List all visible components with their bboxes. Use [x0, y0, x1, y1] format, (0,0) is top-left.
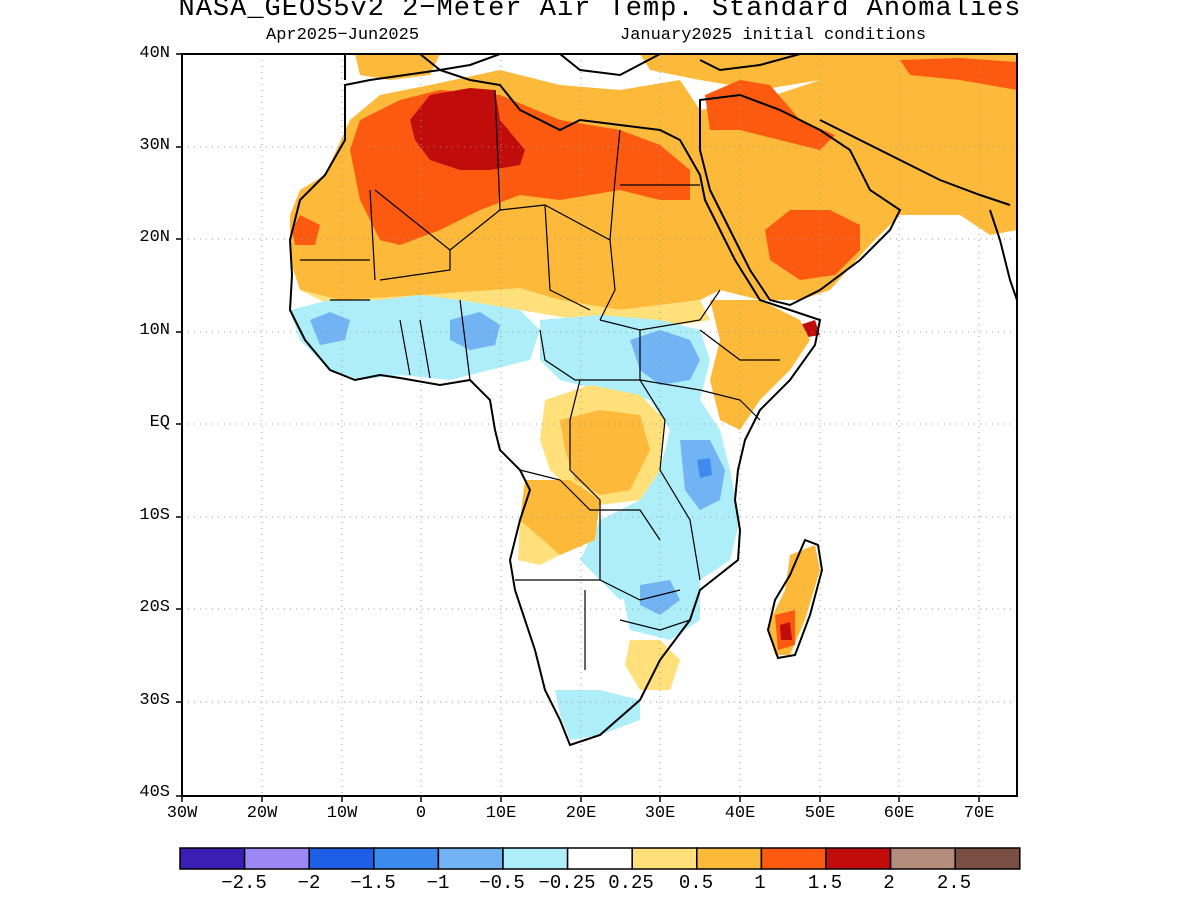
graticule [182, 54, 1017, 796]
colorbar-swatch [373, 847, 440, 870]
colorbar-label: 0.25 [608, 872, 654, 894]
lat-tick-label: 20N [139, 228, 170, 247]
colorbar-swatch [889, 847, 956, 870]
lon-tick-label: 30W [166, 804, 198, 823]
lat-tick-label: 30S [139, 691, 170, 710]
colorbar-swatch [308, 847, 375, 870]
lon-tick-label: 40E [724, 804, 756, 823]
warm-congo [560, 410, 650, 495]
strong-warm-west [292, 215, 320, 245]
arabia-coastline [699, 93, 902, 307]
colorbar-label: 0.5 [678, 872, 714, 894]
strong-warm-persia [900, 58, 1017, 90]
cool-cape [555, 690, 640, 740]
europe-coastline [344, 54, 801, 80]
lat-tick-label: 20S [139, 598, 170, 617]
cool-south-sudan-core [630, 330, 700, 385]
mild-warm-angola [518, 520, 560, 565]
forecast-period: Apr2025−Jun2025 [266, 26, 420, 45]
warm-south-africa [625, 640, 680, 690]
colorbar-label: −1 [426, 872, 450, 894]
colorbar-label: −2 [297, 872, 321, 894]
lon-tick-label: 20W [246, 804, 278, 823]
colorbar-swatch [760, 847, 827, 870]
madagascar-coastline [766, 538, 824, 660]
colorbar-label: 2 [883, 872, 895, 894]
colorbar-label: 1 [754, 872, 766, 894]
cool-zimbabwe-core [640, 580, 680, 615]
colorbar-swatch [825, 847, 892, 870]
india-coastline [989, 209, 1017, 301]
colorbar [179, 847, 1021, 870]
colorbar-label: −0.25 [538, 872, 596, 894]
strong-warm-levant [705, 80, 835, 150]
colorbar-swatch [502, 847, 569, 870]
persia-coastline [819, 119, 1011, 206]
lat-tick-label: 40N [139, 44, 170, 63]
lon-tick-label: 50E [804, 804, 836, 823]
initial-conditions: January2025 initial conditions [620, 26, 927, 45]
colorbar-swatch [954, 847, 1021, 870]
africa-coastline [288, 68, 822, 747]
colorbar-swatch [437, 847, 504, 870]
anomaly-field [290, 54, 1017, 740]
country-borders [300, 89, 780, 670]
lat-tick-label: EQ [149, 413, 170, 432]
axis-ticks [176, 53, 980, 802]
cool-west-africa-core [310, 312, 350, 345]
lon-tick-label: 20E [565, 804, 597, 823]
lon-tick-label: 30E [644, 804, 676, 823]
colorbar-swatch [243, 847, 310, 870]
colorbar-label: −0.5 [479, 872, 525, 894]
lat-tick-label: 10N [139, 321, 170, 340]
lon-tick-label: 10W [326, 804, 358, 823]
map-title: NASA_GEOS5v2 2−Meter Air Temp. Standard … [178, 0, 1022, 24]
colorbar-label: 2.5 [936, 872, 972, 894]
lat-tick-label: 10S [139, 506, 170, 525]
extreme-warm-madagascar [780, 622, 792, 640]
cool-tanzania-strong [697, 458, 712, 478]
lat-tick-label: 30N [139, 136, 170, 155]
lon-tick-label: 10E [485, 804, 517, 823]
colorbar-swatch [631, 847, 698, 870]
colorbar-swatch [696, 847, 763, 870]
lon-tick-label: 70E [963, 804, 995, 823]
colorbar-label: 1.5 [807, 872, 843, 894]
colorbar-swatch [179, 847, 246, 870]
colorbar-label: −2.5 [221, 872, 267, 894]
colorbar-label: −1.5 [350, 872, 396, 894]
lon-tick-label: 0 [415, 804, 427, 823]
lon-tick-label: 60E [883, 804, 915, 823]
extreme-warm-somalia [800, 320, 820, 337]
strong-warm-arabia [765, 210, 860, 280]
map-frame [181, 53, 1018, 797]
colorbar-swatch [566, 847, 633, 870]
coastlines [288, 54, 1017, 747]
lat-tick-label: 40S [139, 783, 170, 802]
